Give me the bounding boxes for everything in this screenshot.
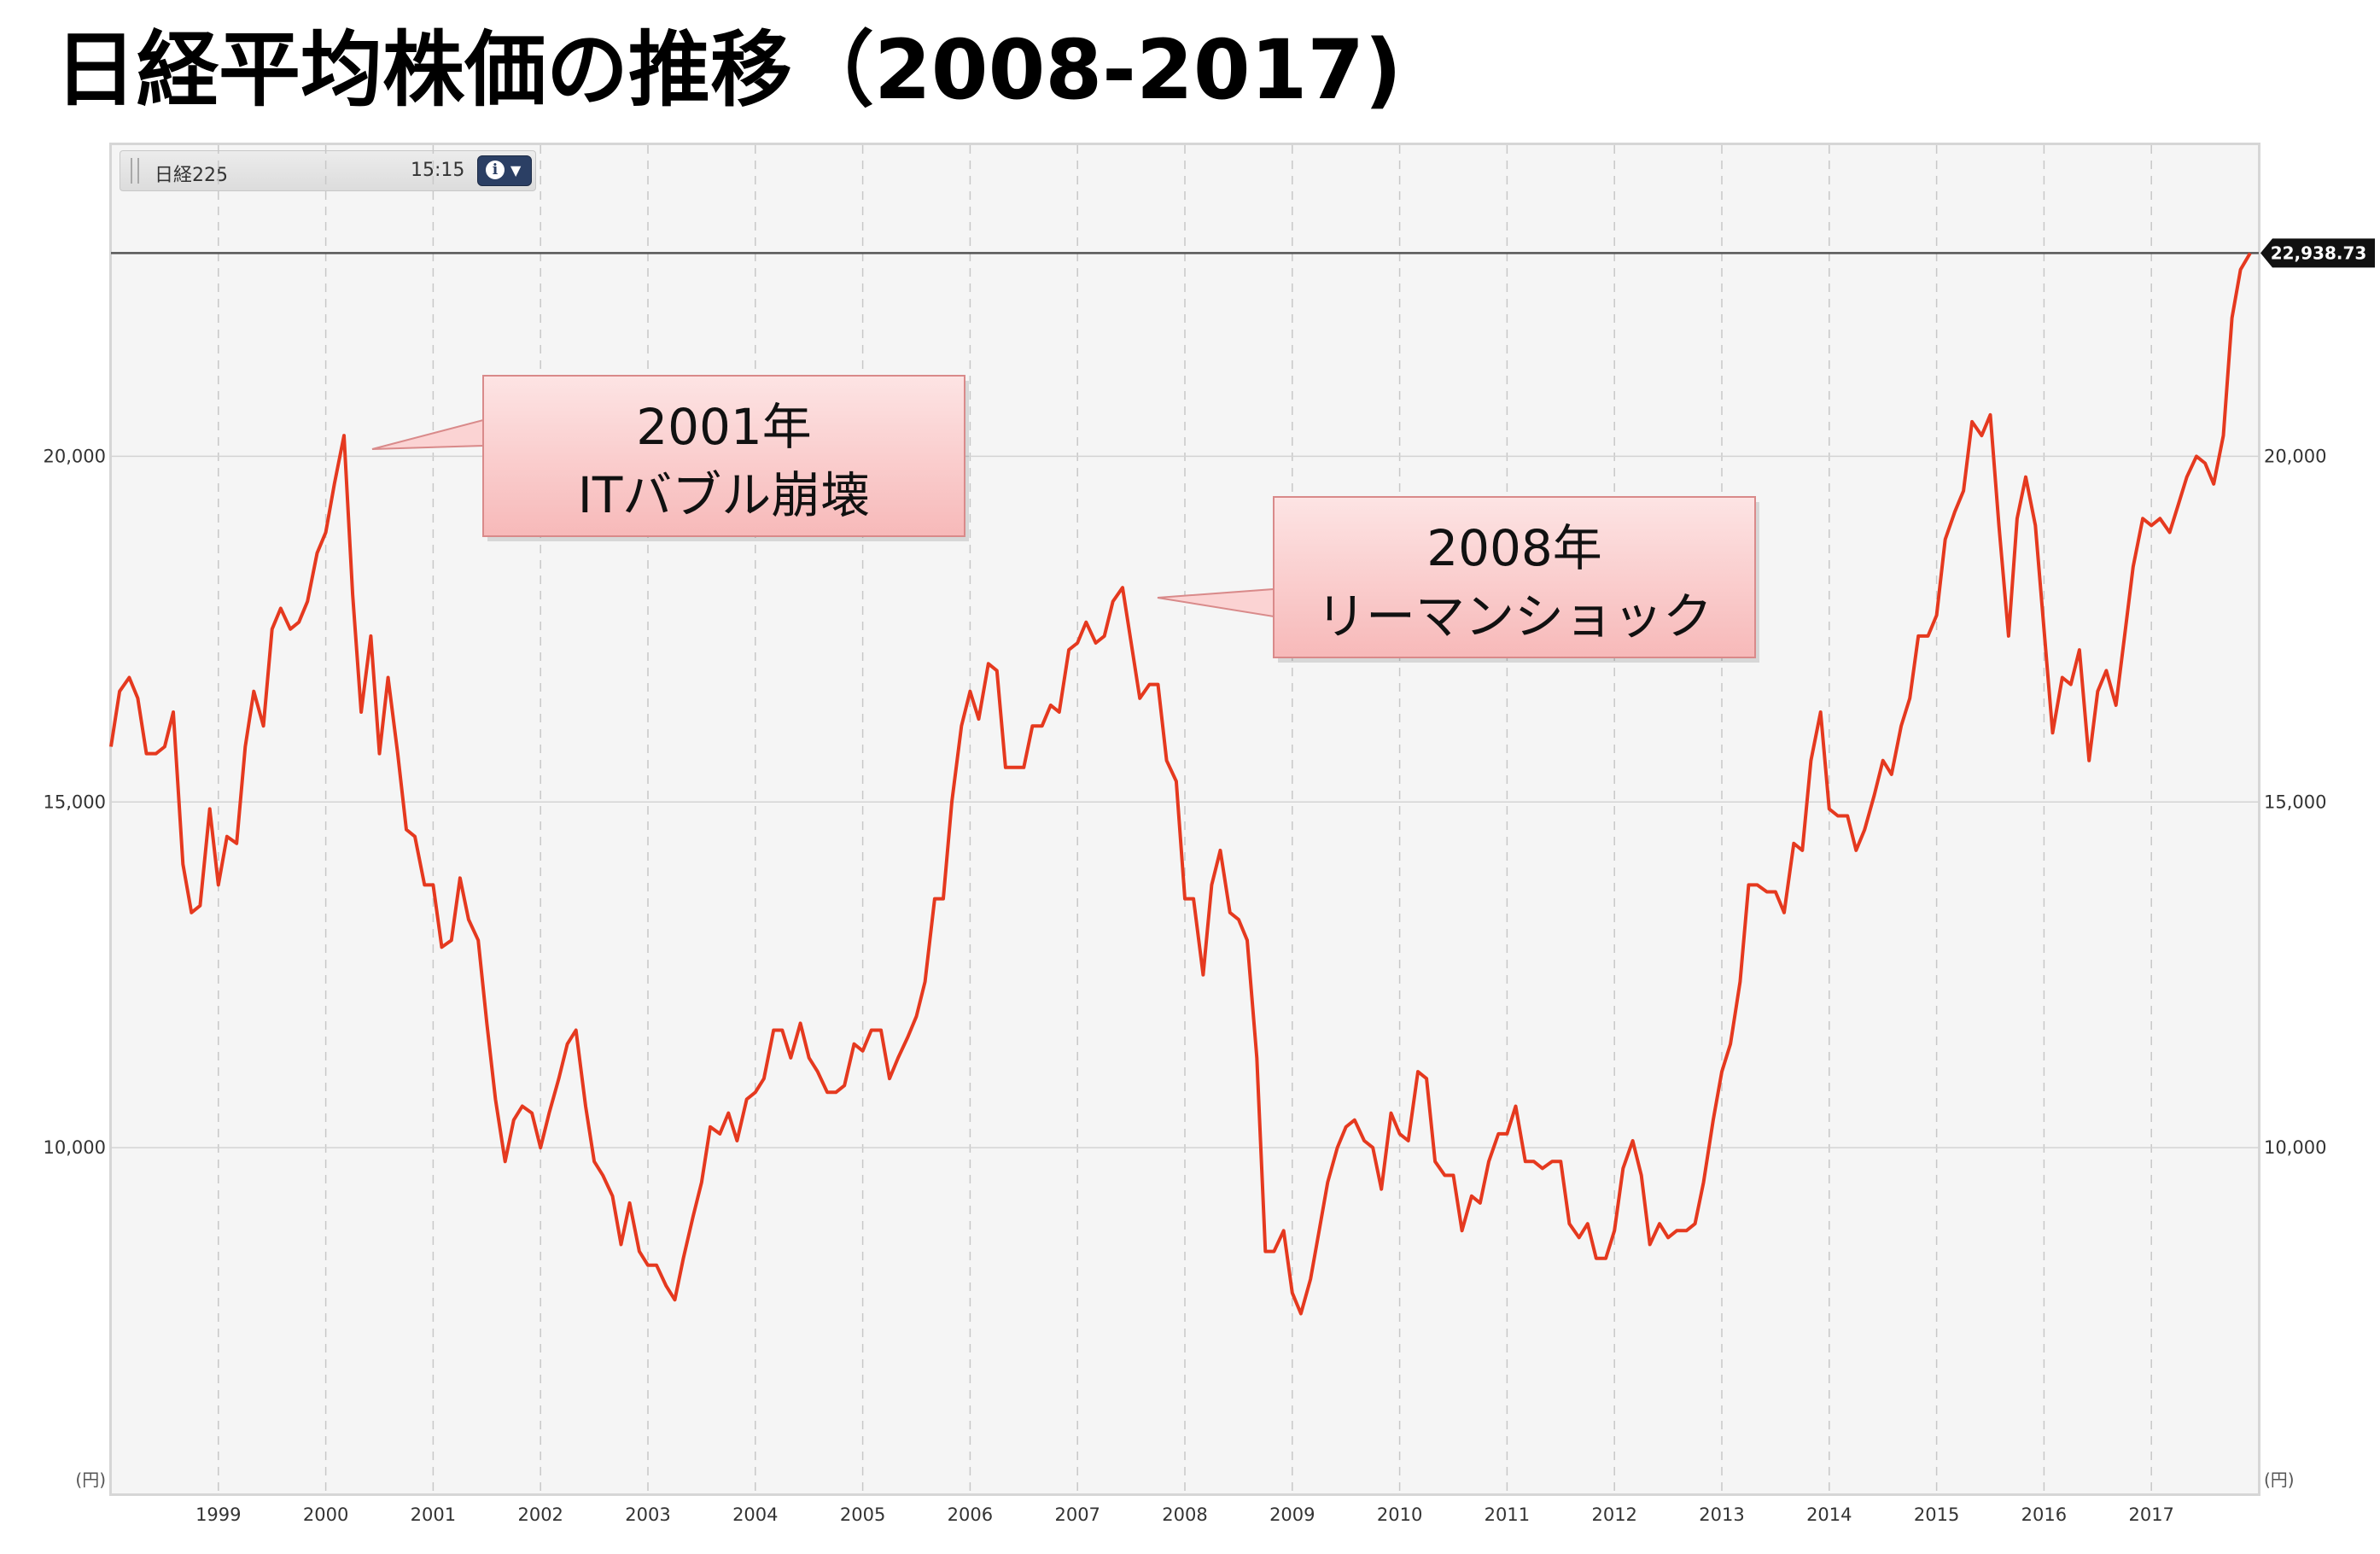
x-tick-label: 2004 bbox=[732, 1504, 778, 1525]
x-tick-label: 2000 bbox=[303, 1504, 348, 1525]
x-tick-label: 2008 bbox=[1162, 1504, 1207, 1525]
callout-1: 2001年 ITバブル崩壊 bbox=[371, 375, 969, 541]
callout-pointer bbox=[1157, 587, 1275, 618]
x-tick-label: 2014 bbox=[1806, 1504, 1852, 1525]
x-tick-label: 2009 bbox=[1269, 1504, 1315, 1525]
x-tick-label: 2017 bbox=[2128, 1504, 2173, 1525]
page-title: 日経平均株価の推移（2008-2017) bbox=[55, 22, 1403, 118]
x-tick-label: 2005 bbox=[840, 1504, 885, 1525]
x-tick-label: 2015 bbox=[1914, 1504, 1959, 1525]
callout-box bbox=[1273, 496, 1756, 658]
y-tick-label-left: 15,000 bbox=[44, 792, 106, 812]
symbol-label: 日経225 bbox=[155, 165, 228, 186]
time-label: 15:15 bbox=[411, 160, 465, 181]
x-tick-label: 2011 bbox=[1485, 1504, 1530, 1525]
x-tick-label: 2006 bbox=[948, 1504, 993, 1525]
x-tick-label: 2002 bbox=[517, 1504, 563, 1525]
info-menu-button[interactable]: i ▼ bbox=[477, 155, 532, 186]
y-unit-label-right: (円) bbox=[2264, 1469, 2295, 1490]
chevron-down-icon: ▼ bbox=[510, 162, 522, 178]
callout-line1: 2008年 bbox=[1426, 519, 1602, 577]
x-tick-label: 2012 bbox=[1591, 1504, 1636, 1525]
drag-handle-icon[interactable] bbox=[131, 158, 139, 184]
x-tick-label: 2007 bbox=[1054, 1504, 1100, 1525]
series-line-nikkei225 bbox=[109, 252, 2252, 1316]
x-tick-label: 1999 bbox=[195, 1504, 241, 1525]
y-tick-label-right: 15,000 bbox=[2264, 792, 2326, 812]
reference-line-group: 22,938.73 bbox=[111, 238, 2375, 268]
info-icon: i bbox=[486, 161, 505, 179]
callout-line2: ITバブル崩壊 bbox=[578, 466, 871, 524]
last-value-badge bbox=[2260, 238, 2375, 268]
y-tick-label-left: 20,000 bbox=[44, 446, 106, 466]
callout-pointer bbox=[371, 418, 484, 450]
grid-lines bbox=[111, 145, 2259, 1493]
y-tick-label-right: 10,000 bbox=[2264, 1137, 2326, 1158]
x-tick-label: 2016 bbox=[2021, 1504, 2067, 1525]
y-unit-label-left: (円) bbox=[75, 1469, 106, 1490]
y-tick-label-right: 20,000 bbox=[2264, 446, 2326, 466]
callout-line1: 2001年 bbox=[636, 398, 812, 456]
callout-line2: リーマンショック bbox=[1316, 587, 1712, 646]
x-tick-label: 2001 bbox=[411, 1504, 456, 1525]
y-tick-label-left: 10,000 bbox=[44, 1137, 106, 1158]
series-group bbox=[109, 252, 2252, 1316]
x-tick-label: 2010 bbox=[1377, 1504, 1422, 1525]
axis-labels: 1999 2000 2001 2002 2003 2004 2005 2006 2007 2008… bbox=[44, 446, 2327, 1525]
x-tick-label: 2003 bbox=[625, 1504, 670, 1525]
x-tick-label: 2013 bbox=[1699, 1504, 1744, 1525]
chart-info-bar: 日経225 15:15 i ▼ bbox=[120, 150, 536, 191]
callout-box bbox=[482, 375, 965, 537]
last-value-label: 22,938.73 bbox=[2271, 242, 2367, 263]
